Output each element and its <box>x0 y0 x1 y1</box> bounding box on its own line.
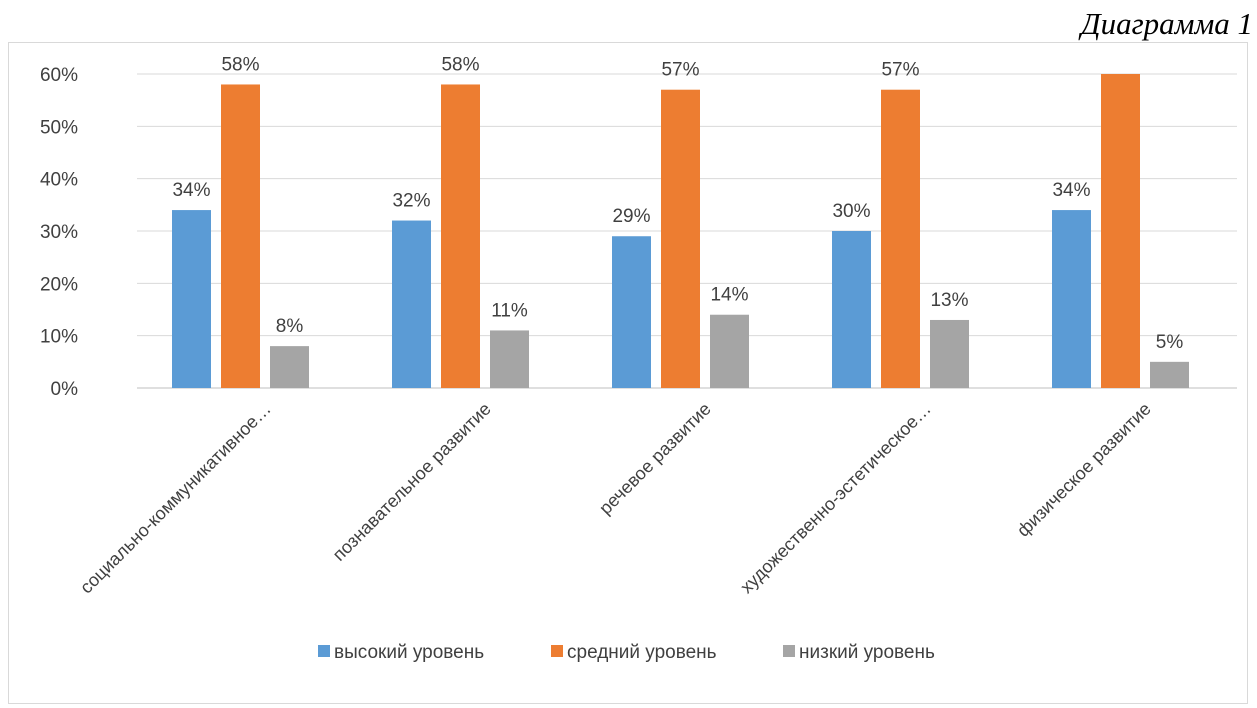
bar-2-5 <box>1101 74 1140 388</box>
bar-1-2 <box>392 220 431 388</box>
legend-label: низкий уровень <box>799 642 935 663</box>
data-label: 58% <box>221 54 259 75</box>
legend-swatch-3 <box>783 645 795 657</box>
y-tick-label: 60% <box>40 65 78 86</box>
bar-3-2 <box>490 330 529 388</box>
data-label: 8% <box>276 316 304 337</box>
data-label: 58% <box>441 54 479 75</box>
bar-1-4 <box>832 231 871 388</box>
bar-3-1 <box>270 346 309 388</box>
x-category-label: социально-коммуникативное… <box>76 399 275 598</box>
bar-2-2 <box>441 84 480 388</box>
data-label: 13% <box>930 290 968 311</box>
bar-3-4 <box>930 319 969 388</box>
legend-label: высокий уровень <box>334 642 484 663</box>
data-label: 30% <box>832 201 870 222</box>
legend-label: средний уровень <box>567 642 717 663</box>
data-label: 11% <box>491 300 528 321</box>
bar-1-5 <box>1052 210 1091 388</box>
data-label: 32% <box>392 191 430 212</box>
bar-1-3 <box>612 236 651 388</box>
chart-frame <box>8 42 1248 704</box>
legend-swatch-2 <box>551 645 563 657</box>
y-tick-label: 20% <box>40 274 78 295</box>
data-label: 34% <box>172 180 210 201</box>
y-tick-label: 50% <box>40 117 78 138</box>
y-tick-label: 10% <box>40 327 78 348</box>
x-category-label: физическое развитие <box>1013 399 1155 541</box>
diagram-caption: Диаграмма 1 <box>1080 6 1253 41</box>
x-category-label: художественно-эстетическое… <box>736 399 934 597</box>
x-category-label: речевое развитие <box>595 399 715 519</box>
legend-swatch-1 <box>318 645 330 657</box>
bar-2-4 <box>881 89 920 388</box>
bar-1-1 <box>172 210 211 388</box>
x-category-label: познавательное развитие <box>329 399 495 565</box>
data-label: 57% <box>881 60 919 81</box>
bar-3-3 <box>710 314 749 388</box>
y-tick-label: 40% <box>40 170 78 191</box>
y-tick-label: 30% <box>40 222 78 243</box>
data-label: 57% <box>661 60 699 81</box>
bar-3-5 <box>1150 361 1189 388</box>
bar-2-3 <box>661 89 700 388</box>
data-label: 29% <box>612 206 650 227</box>
data-label: 14% <box>710 285 748 306</box>
data-label: 5% <box>1156 332 1184 353</box>
y-tick-label: 0% <box>51 379 79 400</box>
bar-2-1 <box>221 84 260 388</box>
data-label: 34% <box>1052 180 1090 201</box>
